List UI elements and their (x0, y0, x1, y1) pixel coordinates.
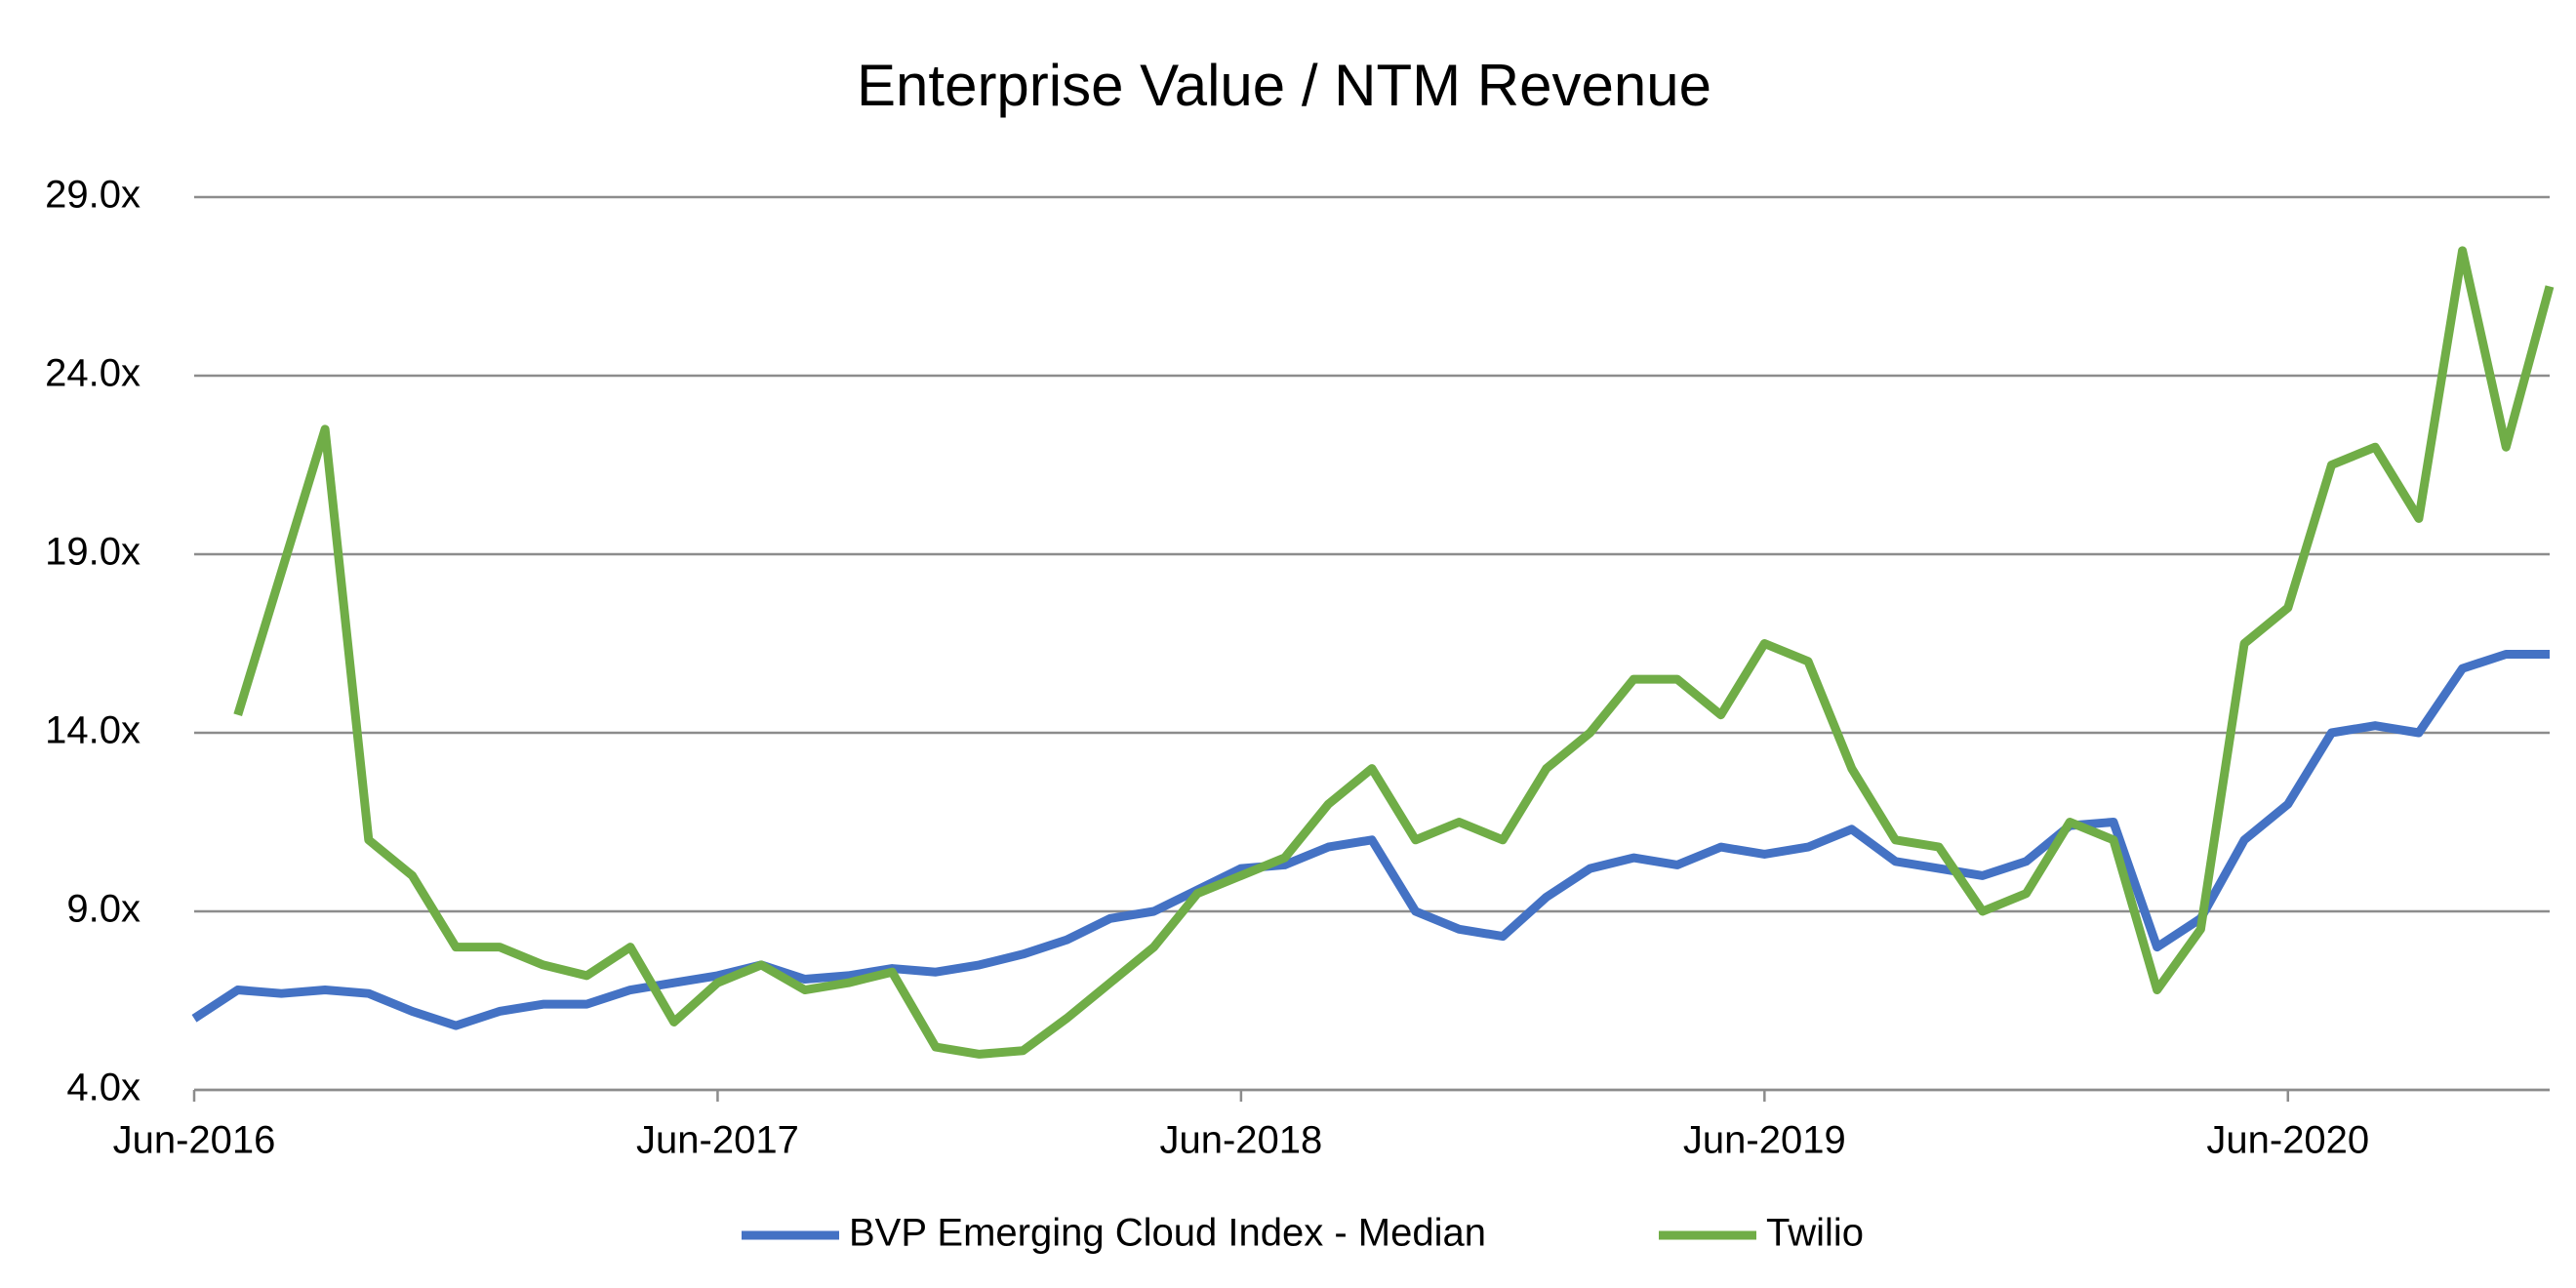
y-tick-label: 4.0x (66, 1067, 141, 1109)
chart-title: Enterprise Value / NTM Revenue (857, 53, 1711, 118)
x-tick-label: Jun-2018 (1159, 1119, 1322, 1162)
y-tick-label: 9.0x (66, 888, 141, 931)
series-line (233, 246, 2555, 1059)
y-tick-label: 19.0x (45, 531, 141, 574)
y-tick-label: 29.0x (45, 174, 141, 217)
x-tick-label: Jun-2019 (1683, 1119, 1846, 1162)
legend-label: BVP Emerging Cloud Index - Median (849, 1212, 1486, 1255)
legend-label: Twilio (1766, 1212, 1864, 1255)
series-line (191, 649, 2550, 1030)
x-tick-label: Jun-2017 (636, 1119, 799, 1162)
x-tick-label: Jun-2016 (113, 1119, 276, 1162)
y-tick-label: 14.0x (45, 709, 141, 752)
x-tick-label: Jun-2020 (2206, 1119, 2369, 1162)
y-tick-label: 24.0x (45, 352, 141, 395)
